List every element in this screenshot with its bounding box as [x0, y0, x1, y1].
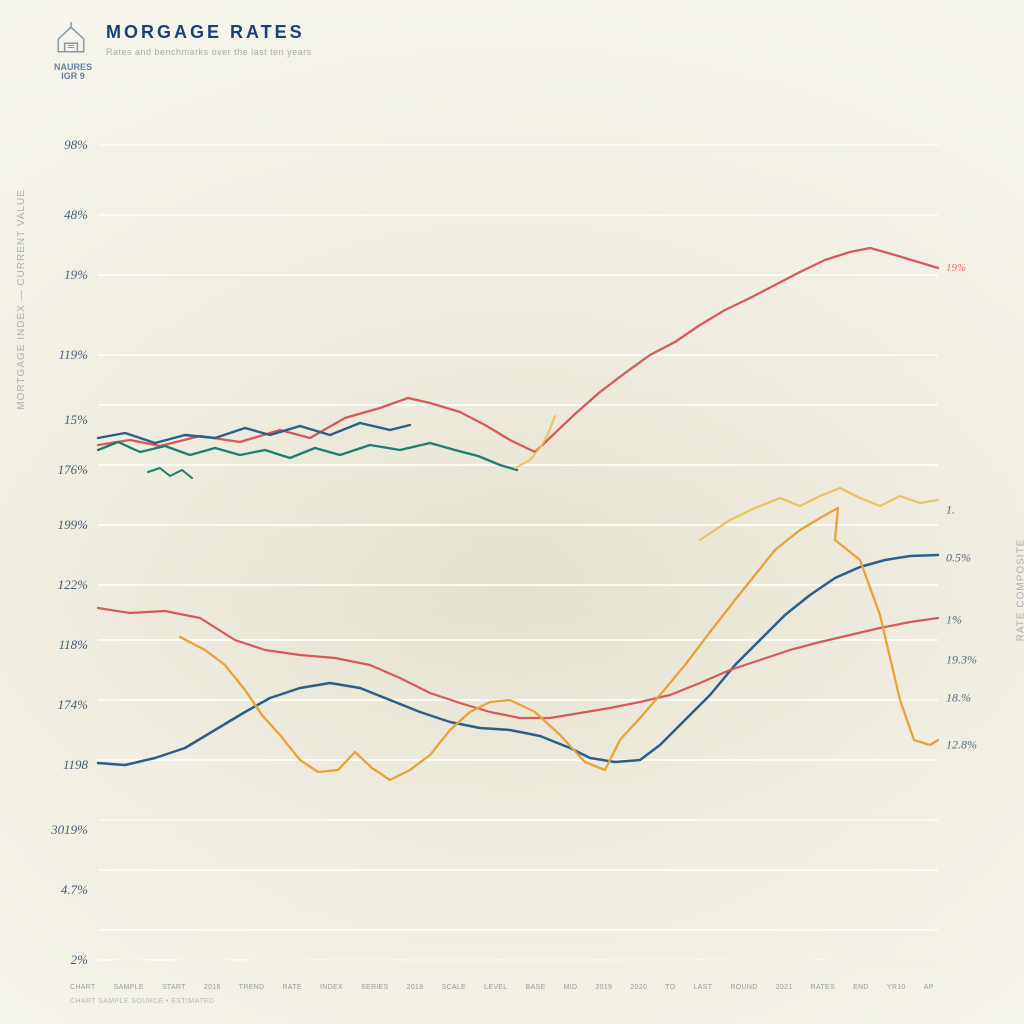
series-upper-yellow-start	[515, 416, 555, 468]
xtick: SAMPLE	[114, 984, 144, 991]
xtick: END	[853, 984, 869, 991]
xtick: 2019	[595, 984, 612, 991]
xtick: 2016	[204, 984, 221, 991]
xtick: LEVEL	[484, 984, 507, 991]
xtick: BASE	[526, 984, 546, 991]
series-upper-red	[98, 248, 938, 452]
xtick: MID	[564, 984, 578, 991]
series-lower-blue	[98, 555, 938, 765]
xtick: ROUND	[730, 984, 757, 991]
xtick: CHART	[70, 984, 95, 991]
series-upper-blue	[98, 423, 410, 443]
xtick: 2018	[407, 984, 424, 991]
xtick: RATES	[811, 984, 835, 991]
xtick: INDEX	[320, 984, 343, 991]
xtick: 2021	[776, 984, 793, 991]
xtick: YR10	[887, 984, 906, 991]
x-axis-labels: CHART SAMPLE START 2016 TREND RATE INDEX SERIES…	[70, 984, 934, 991]
xtick: SCALE	[442, 984, 466, 991]
xtick: START	[162, 984, 186, 991]
xtick: AP	[924, 984, 934, 991]
line-chart	[0, 0, 1024, 1024]
series-yellow-accent	[700, 488, 938, 540]
series-tiny-teal-squiggle	[148, 468, 192, 478]
series-lower-orange	[180, 508, 938, 780]
xtick: 2020	[630, 984, 647, 991]
xtick: LAST	[694, 984, 713, 991]
xtick: TO	[665, 984, 675, 991]
xtick: TREND	[239, 984, 265, 991]
footer-source: CHART SAMPLE SOURCE • ESTIMATED	[70, 998, 214, 1005]
xtick: SERIES	[361, 984, 388, 991]
xtick: RATE	[283, 984, 302, 991]
